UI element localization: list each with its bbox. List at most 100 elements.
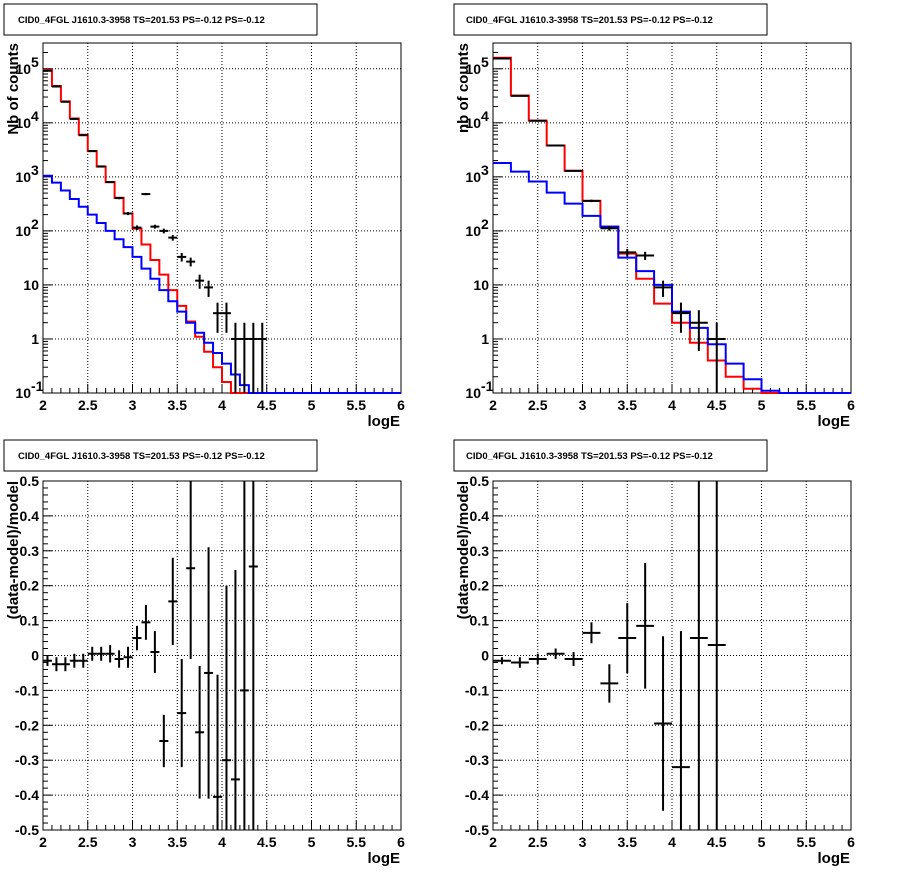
y-tick-label: 0.1	[470, 613, 490, 629]
residual-point	[582, 622, 601, 644]
residual-point	[636, 563, 655, 689]
data-point	[672, 302, 690, 333]
residual-point	[222, 585, 231, 830]
residual-point	[248, 481, 258, 830]
y-tick-label: 10	[15, 169, 31, 185]
residual-point	[689, 481, 708, 830]
x-tick-label: 5	[758, 834, 766, 850]
data-point	[204, 280, 214, 297]
x-tick-label: 5.5	[347, 834, 367, 850]
x-tick-label: 6	[397, 834, 405, 850]
y-tick-label: 1	[31, 331, 39, 347]
x-tick-label: 5	[308, 834, 316, 850]
data-point	[87, 150, 97, 153]
x-tick-label: 2	[39, 397, 47, 413]
y-tick-exponent: 2	[31, 216, 39, 232]
x-tick-label: 3.5	[618, 397, 638, 413]
x-tick-label: 4.5	[707, 834, 727, 850]
data-point	[618, 248, 637, 257]
data-point	[222, 302, 231, 333]
y-tick-label: 10	[15, 385, 31, 401]
data-point	[132, 225, 142, 230]
data-point	[96, 165, 106, 168]
y-tick-label: -0.3	[465, 752, 489, 768]
y-tick-label: -0.3	[15, 752, 39, 768]
y-axis-title: (data-model)/model	[5, 481, 22, 619]
y-tick-exponent: 5	[31, 54, 39, 70]
data-point	[114, 196, 124, 200]
panel-title-box: CID0_4FGL J1610.3-3958 TS=201.53 PS=-0.1…	[453, 439, 768, 472]
residual-point	[132, 625, 142, 651]
residual-point	[528, 653, 547, 665]
x-tick-label: 5	[758, 397, 766, 413]
data-point	[257, 322, 267, 393]
residual-point	[150, 631, 160, 673]
x-tick-label: 5	[308, 397, 316, 413]
x-axis-title: logE	[368, 413, 401, 430]
y-tick-label: -0.1	[465, 682, 489, 698]
x-tick-label: 3.5	[168, 834, 188, 850]
y-tick-label: 0.1	[20, 613, 40, 629]
panel-title-box: CID0_4FGL J1610.3-3958 TS=201.53 PS=-0.1…	[3, 3, 318, 36]
data-point	[78, 134, 88, 137]
y-tick-label: 0.4	[20, 508, 40, 524]
x-tick-label: 4.5	[257, 397, 277, 413]
x-tick-label: 4	[218, 397, 226, 413]
x-tick-label: 3.5	[168, 397, 188, 413]
y-tick-exponent: 2	[481, 216, 489, 232]
y-tick-label: 0	[31, 648, 39, 664]
y-tick-label: -0.2	[465, 717, 489, 733]
data-point	[213, 302, 222, 333]
y-tick-label: 10	[465, 61, 481, 77]
y-axis-title: nb of counts	[455, 43, 472, 133]
residual-point	[78, 653, 88, 668]
panel-bottom-right-residuals: 2 2.5 3 3.5 4 4.5 5 5.5 6 -0.5 -0.4 -0.3 -0.2 -0.1 0 0.…	[453, 439, 855, 867]
data-point	[582, 199, 601, 203]
data-point	[177, 252, 187, 262]
y-tick-exponent: 4	[31, 108, 39, 124]
data-point	[186, 257, 196, 267]
y-tick-exponent: 3	[481, 162, 489, 178]
x-tick-label: 4	[668, 834, 676, 850]
data-point	[141, 193, 151, 196]
y-tick-label: 0.3	[470, 543, 490, 559]
residual-point	[707, 481, 726, 830]
panel-bottom-left-residuals: 2 2.5 3 3.5 4 4.5 5 5.5 6 -0.5 -0.4 -0.3 -0.2 -0.1 0 0.…	[3, 439, 405, 867]
y-tick-exponent: 3	[31, 162, 39, 178]
residual-point	[546, 648, 565, 659]
x-tick-label: 2.5	[78, 834, 98, 850]
x-axis-title: logE	[368, 850, 401, 867]
x-tick-label: 5.5	[797, 397, 817, 413]
residual-point	[672, 631, 690, 830]
residual-point	[510, 657, 529, 668]
data-point	[564, 169, 583, 172]
y-tick-label: 0.5	[470, 473, 490, 489]
x-tick-label: 4.5	[707, 397, 727, 413]
residual-point	[168, 557, 178, 646]
data-point	[654, 280, 672, 297]
y-tick-label: -0.2	[15, 717, 39, 733]
residual-point	[60, 657, 70, 672]
panel-title: CID0_4FGL J1610.3-3958 TS=201.53 PS=-0.1…	[18, 15, 265, 26]
data-point	[689, 310, 708, 351]
residual-point	[213, 674, 222, 830]
data-point	[230, 322, 240, 393]
data-point	[239, 322, 249, 393]
x-axis-title: logE	[818, 413, 851, 430]
panel-title: CID0_4FGL J1610.3-3958 TS=201.53 PS=-0.1…	[466, 451, 713, 462]
x-tick-label: 4	[218, 834, 226, 850]
x-axis-title: logE	[818, 850, 851, 867]
residual-point	[654, 636, 672, 811]
residual-point	[141, 604, 151, 640]
y-tick-label: -0.4	[15, 787, 39, 803]
x-tick-label: 2	[39, 834, 47, 850]
residual-point	[493, 657, 511, 665]
x-tick-label: 6	[847, 834, 855, 850]
data-point	[123, 211, 133, 216]
x-tick-label: 2	[489, 397, 497, 413]
y-tick-label: 0.4	[470, 508, 490, 524]
y-tick-label: -0.5	[465, 822, 489, 838]
y-tick-label: 10	[23, 277, 39, 293]
